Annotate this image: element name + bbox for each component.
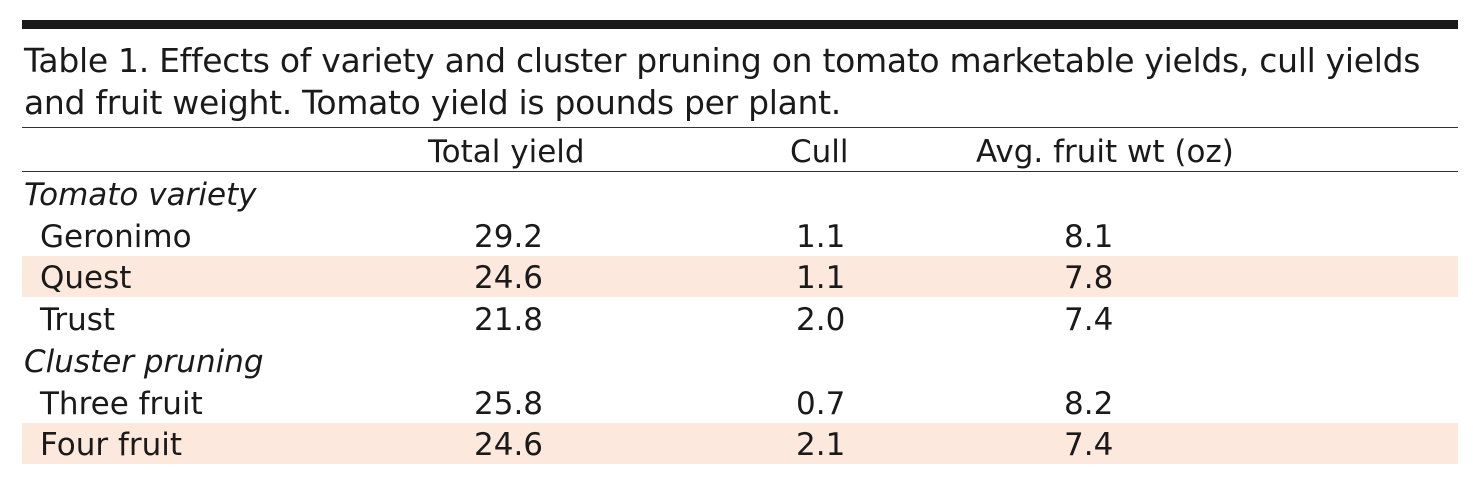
total-yield-value: 25.8 [474, 386, 544, 422]
total-yield-value: 29.2 [474, 219, 544, 255]
column-header-total-yield: Total yield [428, 134, 585, 170]
group-label: Cluster pruning [24, 344, 264, 380]
table-top-rule [22, 20, 1458, 29]
table-row-trust: Trust 21.8 2.0 7.4 [22, 298, 1458, 339]
group-heading-tomato-variety: Tomato variety [22, 173, 1458, 214]
cull-value: 1.1 [796, 219, 846, 255]
total-yield-value: 21.8 [474, 302, 544, 338]
avg-fruit-wt-value: 7.8 [1064, 260, 1114, 296]
avg-fruit-wt-value: 8.2 [1064, 386, 1114, 422]
row-label: Three fruit [40, 386, 203, 422]
table-header-row: Total yield Cull Avg. fruit wt (oz) [22, 130, 1458, 170]
cull-value: 2.0 [796, 302, 846, 338]
row-label: Trust [40, 302, 116, 338]
row-label: Geronimo [40, 219, 192, 255]
table-caption: Table 1. Effects of variety and cluster … [24, 41, 1421, 122]
table-row-four-fruit: Four fruit 24.6 2.1 7.4 [22, 423, 1458, 464]
header-top-rule [22, 127, 1458, 128]
row-label: Quest [40, 260, 132, 296]
table-row-geronimo: Geronimo 29.2 1.1 8.1 [22, 215, 1458, 256]
group-label: Tomato variety [24, 177, 257, 213]
row-label: Four fruit [40, 427, 183, 463]
group-heading-cluster-pruning: Cluster pruning [22, 340, 1458, 381]
total-yield-value: 24.6 [474, 260, 544, 296]
column-header-avg-fruit-wt: Avg. fruit wt (oz) [976, 134, 1234, 170]
avg-fruit-wt-value: 7.4 [1064, 302, 1114, 338]
table-row-quest: Quest 24.6 1.1 7.8 [22, 256, 1458, 297]
column-header-cull: Cull [790, 134, 849, 170]
cull-value: 1.1 [796, 260, 846, 296]
total-yield-value: 24.6 [474, 427, 544, 463]
avg-fruit-wt-value: 7.4 [1064, 427, 1114, 463]
avg-fruit-wt-value: 8.1 [1064, 219, 1114, 255]
cull-value: 0.7 [796, 386, 846, 422]
header-bottom-rule [22, 171, 1458, 172]
table-row-three-fruit: Three fruit 25.8 0.7 8.2 [22, 382, 1458, 423]
cull-value: 2.1 [796, 427, 846, 463]
